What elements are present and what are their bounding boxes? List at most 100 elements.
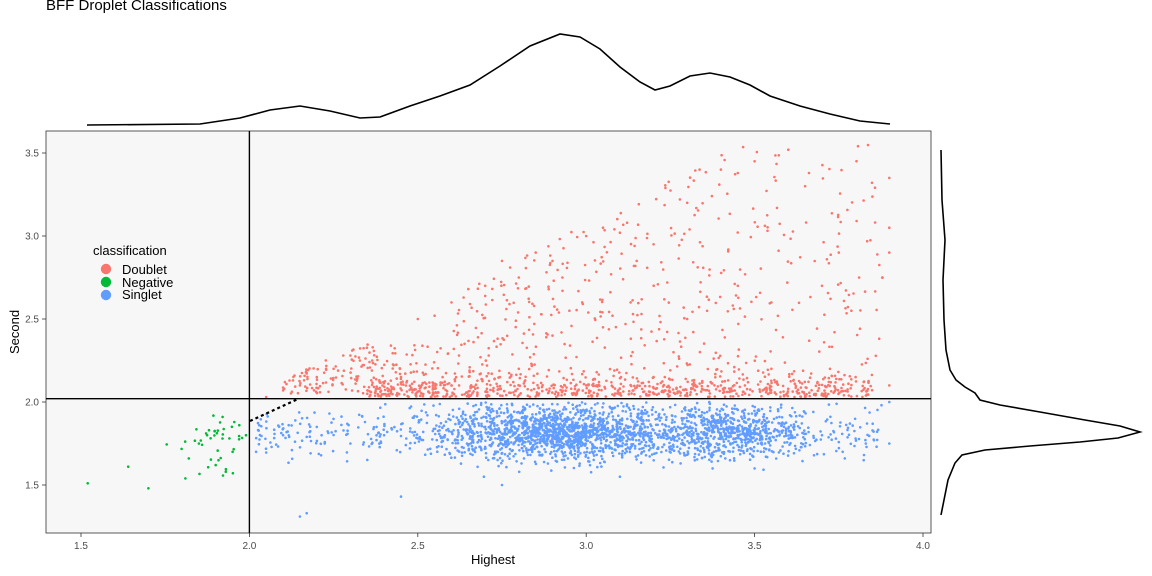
point-singlet bbox=[544, 426, 548, 430]
point-singlet bbox=[471, 453, 474, 457]
point-singlet bbox=[617, 443, 620, 447]
point-singlet bbox=[496, 424, 499, 427]
point-singlet bbox=[700, 419, 703, 422]
point-singlet bbox=[256, 428, 260, 432]
point-negative bbox=[215, 431, 219, 435]
point-doublet bbox=[484, 390, 488, 393]
point-singlet bbox=[653, 452, 656, 456]
point-doublet bbox=[790, 372, 794, 376]
point-singlet bbox=[838, 425, 842, 428]
point-singlet bbox=[737, 445, 741, 449]
point-singlet bbox=[533, 440, 536, 443]
point-singlet bbox=[585, 434, 588, 438]
point-singlet bbox=[484, 456, 488, 460]
point-doublet bbox=[507, 391, 511, 395]
point-doublet bbox=[405, 381, 408, 384]
point-singlet bbox=[725, 405, 728, 408]
point-negative bbox=[183, 440, 187, 443]
point-doublet bbox=[392, 387, 396, 391]
point-singlet bbox=[822, 452, 826, 456]
point-singlet bbox=[479, 403, 483, 407]
point-doublet bbox=[640, 328, 643, 331]
point-doublet bbox=[846, 305, 850, 309]
point-doublet bbox=[721, 387, 725, 391]
point-singlet bbox=[592, 422, 596, 425]
point-singlet bbox=[661, 434, 665, 437]
point-singlet bbox=[647, 431, 650, 435]
point-singlet bbox=[524, 424, 527, 428]
point-singlet bbox=[751, 440, 754, 444]
point-doublet bbox=[561, 262, 564, 266]
point-doublet bbox=[481, 313, 484, 317]
point-singlet bbox=[533, 460, 537, 464]
point-singlet bbox=[463, 451, 467, 454]
point-doublet bbox=[654, 197, 658, 201]
point-singlet bbox=[646, 434, 650, 438]
point-singlet bbox=[473, 448, 476, 452]
point-singlet bbox=[473, 422, 476, 426]
point-singlet bbox=[769, 439, 772, 443]
point-doublet bbox=[497, 376, 500, 379]
point-doublet bbox=[662, 361, 666, 365]
point-singlet bbox=[707, 443, 710, 446]
point-doublet bbox=[601, 311, 604, 314]
point-singlet bbox=[477, 438, 481, 442]
point-doublet bbox=[888, 176, 891, 180]
point-singlet bbox=[590, 406, 593, 410]
point-singlet bbox=[716, 418, 720, 422]
point-singlet bbox=[634, 433, 638, 436]
point-singlet bbox=[561, 419, 565, 423]
point-singlet bbox=[446, 427, 450, 431]
point-singlet bbox=[399, 428, 403, 431]
point-singlet bbox=[375, 425, 378, 429]
point-doublet bbox=[850, 201, 854, 204]
point-doublet bbox=[688, 393, 692, 397]
point-singlet bbox=[461, 410, 465, 414]
point-doublet bbox=[541, 383, 544, 387]
point-singlet bbox=[577, 441, 581, 444]
point-singlet bbox=[671, 460, 674, 464]
point-doublet bbox=[468, 374, 471, 378]
point-singlet bbox=[508, 452, 511, 456]
point-doublet bbox=[731, 384, 735, 388]
point-doublet bbox=[575, 391, 579, 394]
point-doublet bbox=[547, 245, 550, 248]
point-singlet bbox=[794, 447, 798, 451]
point-doublet bbox=[715, 367, 719, 371]
point-doublet bbox=[667, 180, 670, 184]
point-doublet bbox=[489, 383, 492, 387]
point-doublet bbox=[659, 320, 662, 324]
point-doublet bbox=[621, 223, 625, 227]
point-singlet bbox=[865, 422, 869, 425]
point-doublet bbox=[695, 206, 698, 210]
point-singlet bbox=[482, 415, 485, 419]
point-singlet bbox=[682, 426, 685, 430]
point-singlet bbox=[716, 459, 720, 463]
point-singlet bbox=[523, 444, 526, 448]
point-doublet bbox=[413, 348, 417, 352]
point-doublet bbox=[379, 381, 382, 385]
point-singlet bbox=[780, 423, 784, 427]
point-doublet bbox=[616, 217, 619, 221]
point-singlet bbox=[484, 439, 487, 443]
point-doublet bbox=[695, 385, 699, 388]
point-doublet bbox=[472, 340, 475, 344]
point-doublet bbox=[836, 213, 840, 217]
point-singlet bbox=[538, 438, 542, 441]
point-doublet bbox=[324, 368, 328, 372]
point-doublet bbox=[630, 392, 633, 395]
point-singlet bbox=[563, 417, 567, 421]
point-doublet bbox=[797, 301, 801, 305]
point-singlet bbox=[496, 437, 500, 441]
point-doublet bbox=[476, 386, 479, 390]
point-singlet bbox=[557, 424, 561, 427]
point-doublet bbox=[699, 281, 702, 284]
point-doublet bbox=[758, 291, 762, 295]
point-doublet bbox=[350, 367, 353, 370]
point-singlet bbox=[435, 438, 439, 442]
point-singlet bbox=[525, 449, 528, 452]
point-singlet bbox=[400, 422, 403, 426]
point-singlet bbox=[273, 432, 276, 436]
point-singlet bbox=[635, 420, 638, 424]
point-doublet bbox=[467, 287, 470, 291]
